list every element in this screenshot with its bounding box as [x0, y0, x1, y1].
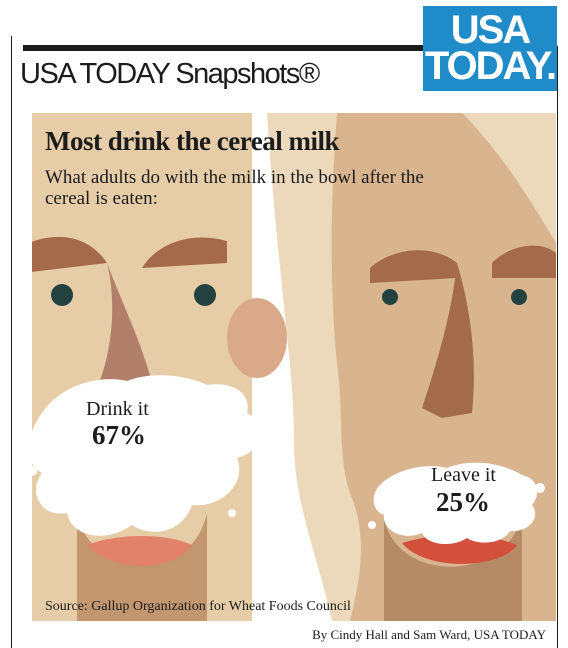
left-nose	[97, 263, 152, 398]
right-milk-splash	[373, 462, 538, 545]
right-eye-1	[382, 289, 398, 305]
left-milk-drop-2	[228, 509, 236, 517]
right-milk-drop-2	[368, 521, 376, 529]
left-eye-1	[51, 284, 73, 306]
left-milk-drop-1	[32, 466, 37, 476]
snapshot-title: USA TODAY Snapshots®	[20, 58, 320, 90]
left-eye-lid-1	[32, 236, 107, 272]
chart-subtitle: What adults do with the milk in the bowl…	[45, 167, 424, 209]
illustration	[32, 113, 556, 621]
source-note: Source: Gallup Organization for Wheat Fo…	[45, 599, 351, 614]
left-milk-splash	[32, 375, 260, 536]
logo-line-1: USA	[450, 8, 531, 52]
chart-title: Most drink the cereal milk	[45, 126, 339, 156]
right-hair-corner	[462, 113, 556, 243]
left-eye-2	[194, 284, 216, 306]
left-ear	[227, 298, 287, 378]
value-label-leave: 25%	[436, 487, 490, 517]
right-chin	[384, 518, 522, 621]
usa-today-logo: USA TODAY.	[423, 6, 557, 91]
right-eye-lid-2	[492, 245, 556, 278]
category-label-leave: Leave it	[431, 464, 496, 486]
value-label-drink: 67%	[92, 420, 146, 450]
header-rule	[23, 45, 423, 51]
right-eye-2	[511, 289, 527, 305]
right-nose	[422, 263, 474, 418]
frame-right-rule	[557, 46, 558, 648]
left-lips	[87, 536, 192, 566]
category-label-drink: Drink it	[86, 398, 149, 420]
frame-left-rule	[11, 36, 12, 648]
byline-credit: By Cindy Hall and Sam Ward, USA TODAY	[312, 627, 546, 642]
logo-line-2: TODAY.	[424, 44, 557, 88]
right-eye-lid-1	[370, 250, 457, 283]
right-milk-drop-1	[535, 483, 545, 493]
left-eye-lid-2	[142, 237, 227, 268]
left-chin	[77, 513, 207, 621]
